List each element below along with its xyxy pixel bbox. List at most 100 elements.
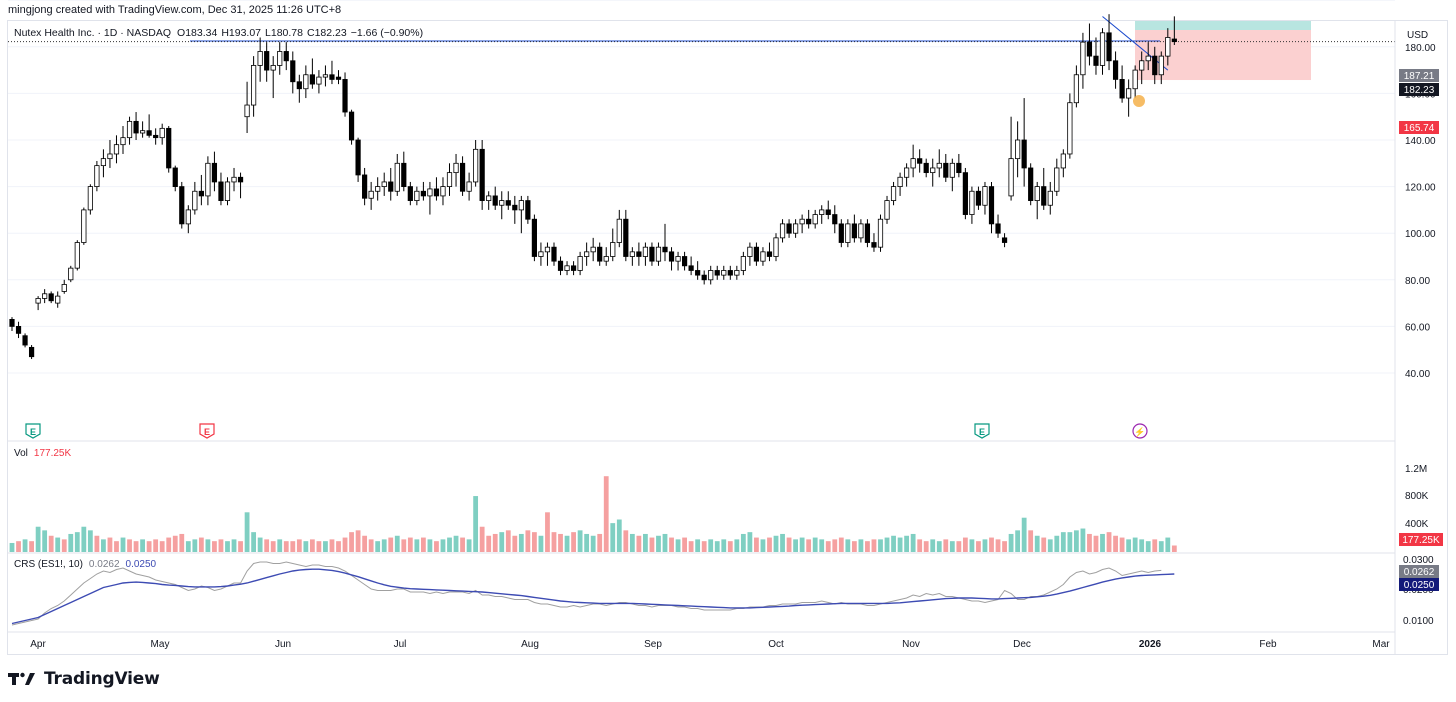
candle-body [499,200,505,206]
stop-price-tag-bg [1399,121,1439,134]
volume-bar [486,535,492,552]
event-markers[interactable]: E E E ⚡ [25,423,1148,439]
event-split-icon[interactable]: ⚡ [1132,423,1148,439]
candle-body [15,325,22,334]
volume-bar [447,537,452,552]
volume-bar [1087,533,1092,552]
candle-body [414,190,420,201]
candle-body [407,186,413,201]
candle-body [956,162,962,174]
candle-body [290,60,296,83]
volume-bar [936,541,942,552]
candle-body [806,218,812,225]
volume-bar [323,541,328,552]
volume-bar [1119,537,1125,552]
volume-bar [185,541,191,552]
volume-bar [460,537,465,552]
volume-legend[interactable]: Vol 177.25K [14,448,71,459]
candle-body [531,218,538,257]
candle-body [218,181,224,201]
candle-body [237,176,244,183]
candle-body [401,162,407,188]
candle-body [642,246,649,257]
low-label: L [265,27,271,39]
stop-zone[interactable] [1135,30,1311,81]
event-earnings-icon[interactable]: E [974,423,990,439]
target-zone[interactable] [1135,21,1311,31]
volume-bar [597,533,603,552]
indicator-tick-label: 0.0100 [1403,616,1434,627]
candle-body [747,246,753,257]
volume-bar [727,541,733,552]
candle-body [655,246,662,262]
volume-bar [734,539,740,552]
volume-bar [532,532,537,552]
crs-legend[interactable]: CRS (ES1!, 10) 0.0262 0.0250 [14,559,157,570]
volume-bar [740,533,746,552]
candle-body [55,295,61,304]
candle-body [681,256,688,267]
candle-body [825,209,831,215]
symbol-exchange: NASDAQ [127,27,171,39]
candle-body [584,251,590,257]
candle-body [459,162,466,192]
event-earnings-icon[interactable]: E [25,423,41,439]
volume-bar [55,537,61,552]
volume-bar [81,526,87,552]
volume-bar [1080,528,1086,552]
volume-bar [662,533,668,552]
candle-body [277,51,283,66]
volume-bar [518,533,524,552]
candle-body [1067,102,1073,155]
volume-bar [1034,535,1040,552]
volume-bar [355,530,361,552]
volume-bar [1015,530,1021,552]
volume-bar [812,537,818,552]
volume-bar [825,541,831,552]
candle-body [779,223,786,239]
footer-brand[interactable]: TradingView [8,668,160,690]
time-axis[interactable]: Apr May Jun Jul Aug Sep Oct Nov Dec 2026 Feb Mar [30,639,1390,650]
candle-body [1060,153,1066,169]
candle-body [832,214,838,225]
volume-bar [760,539,766,552]
candle-body [564,265,570,271]
currency-label[interactable]: USD [1407,30,1428,41]
candle-body [982,186,988,206]
candle-body [668,251,675,262]
candle-body [316,76,322,85]
volume-bar [1028,530,1034,552]
volume-bar [989,537,994,552]
volume-bar [819,539,825,552]
candle-body [793,223,799,234]
volume-bar [754,537,759,552]
volume-bar [35,526,41,552]
highlight-marker [1133,95,1145,107]
volume-bar [616,519,622,552]
candle-body [126,120,133,139]
candle-body [695,270,701,276]
symbol-legend[interactable]: Nutex Health Inc. · 1D · NASDAQ O183.34 H1… [14,27,423,39]
event-symbol: E [30,427,36,437]
volume-bar [342,537,348,552]
volume-bar [198,537,204,552]
top-bar: mingjong created with TradingView.com, D… [0,0,1456,20]
candle-body [303,74,309,90]
separator-dot-2: · [117,27,126,39]
candle-body [675,256,681,262]
time-tick-label: Jun [275,639,291,650]
volume-bar [982,539,988,552]
volume-bar [127,539,132,552]
tradingview-logo-icon [8,672,35,685]
volume-bar [453,535,459,552]
volume-bar [1073,530,1079,552]
candle-body [1112,60,1119,80]
volume-bar [1093,535,1099,552]
event-earnings-icon[interactable]: E [199,423,215,439]
candle-body [427,188,433,197]
volume-bar [571,532,576,552]
candle-body [453,162,459,174]
candle-body [486,195,492,201]
candle-body [375,186,381,192]
